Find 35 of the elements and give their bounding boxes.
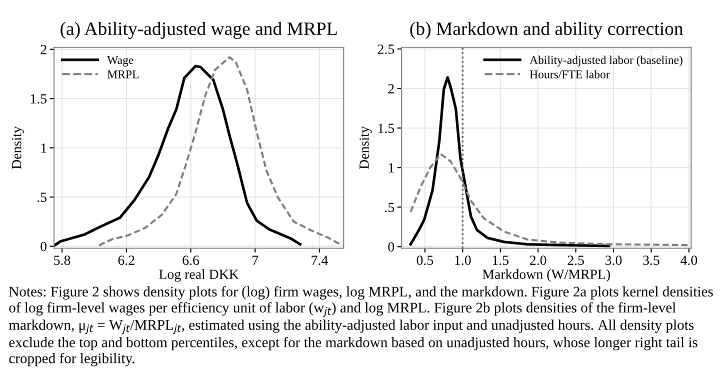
y-tick-label: 2 — [40, 44, 46, 54]
text: Notes: Figure 2 shows density plots for (log) firm wages, log MRPL, and the markdown. Figure 2a plots kernel densities of log firm-level wages per efficiency unit of labor (w$_{jt}$) and log MRPL. Figure 2b plots densities of the firm-level markdown, μ$_{jt}$ = W$_{jt}$/MRPL$_{jt}$, estimated using the ability-adjusted labor input and unadjusted hours. All density plots exclude the top and bottom percentiles, except for the markdown based on unadjusted hours, whose longer right tail is cropped for legibility. — [8, 286, 713, 366]
y-tick-label: 0 — [40, 242, 47, 252]
legend-label: Hours/FTE labor — [530, 70, 610, 78]
y-tick-label: 1 — [41, 143, 46, 153]
y-tick-label: .5 — [385, 202, 394, 212]
x-axis-title: Log real DKK — [159, 269, 239, 282]
x-tick-label: 6.2 — [118, 256, 134, 266]
chart-title: (b) Markdown and ability correction — [410, 22, 684, 39]
x-tick-label: 7.4 — [312, 256, 328, 266]
x-tick-label: 5.8 — [54, 256, 70, 266]
x-tick-label: 4.0 — [680, 256, 698, 266]
x-axis-title: Markdown (W/MRPL) — [482, 269, 610, 282]
y-axis-title: Density — [12, 126, 24, 170]
x-tick-label: 1.5 — [492, 256, 509, 266]
y-tick-label: 2.5 — [378, 44, 394, 54]
y-tick-label: 1.5 — [30, 94, 47, 104]
x-tick-label: 2.5 — [568, 256, 584, 266]
legend-label: Wage — [107, 56, 134, 66]
y-tick-label: 2 — [388, 84, 394, 94]
x-tick-label: 6.6 — [182, 256, 200, 266]
x-tick-label: 2.0 — [530, 256, 546, 266]
x-tick-label: 0.5 — [416, 256, 434, 266]
x-tick-label: 1.0 — [455, 256, 471, 266]
chart-title: (a) Ability-adjusted wage and MRPL — [60, 22, 337, 39]
y-axis-title: Density — [360, 126, 372, 170]
y-tick-label: 1.5 — [378, 124, 394, 134]
x-tick-label: 3.5 — [643, 256, 660, 266]
y-tick-label: 1 — [388, 163, 394, 172]
y-tick-label: .5 — [38, 192, 47, 202]
x-tick-label: 7 — [252, 256, 258, 265]
x-tick-label: 3.0 — [605, 256, 622, 266]
legend-label: MRPL — [107, 70, 139, 78]
y-tick-label: 0 — [388, 242, 394, 252]
legend-label: Ability-adjusted labor (baseline) — [530, 56, 682, 66]
